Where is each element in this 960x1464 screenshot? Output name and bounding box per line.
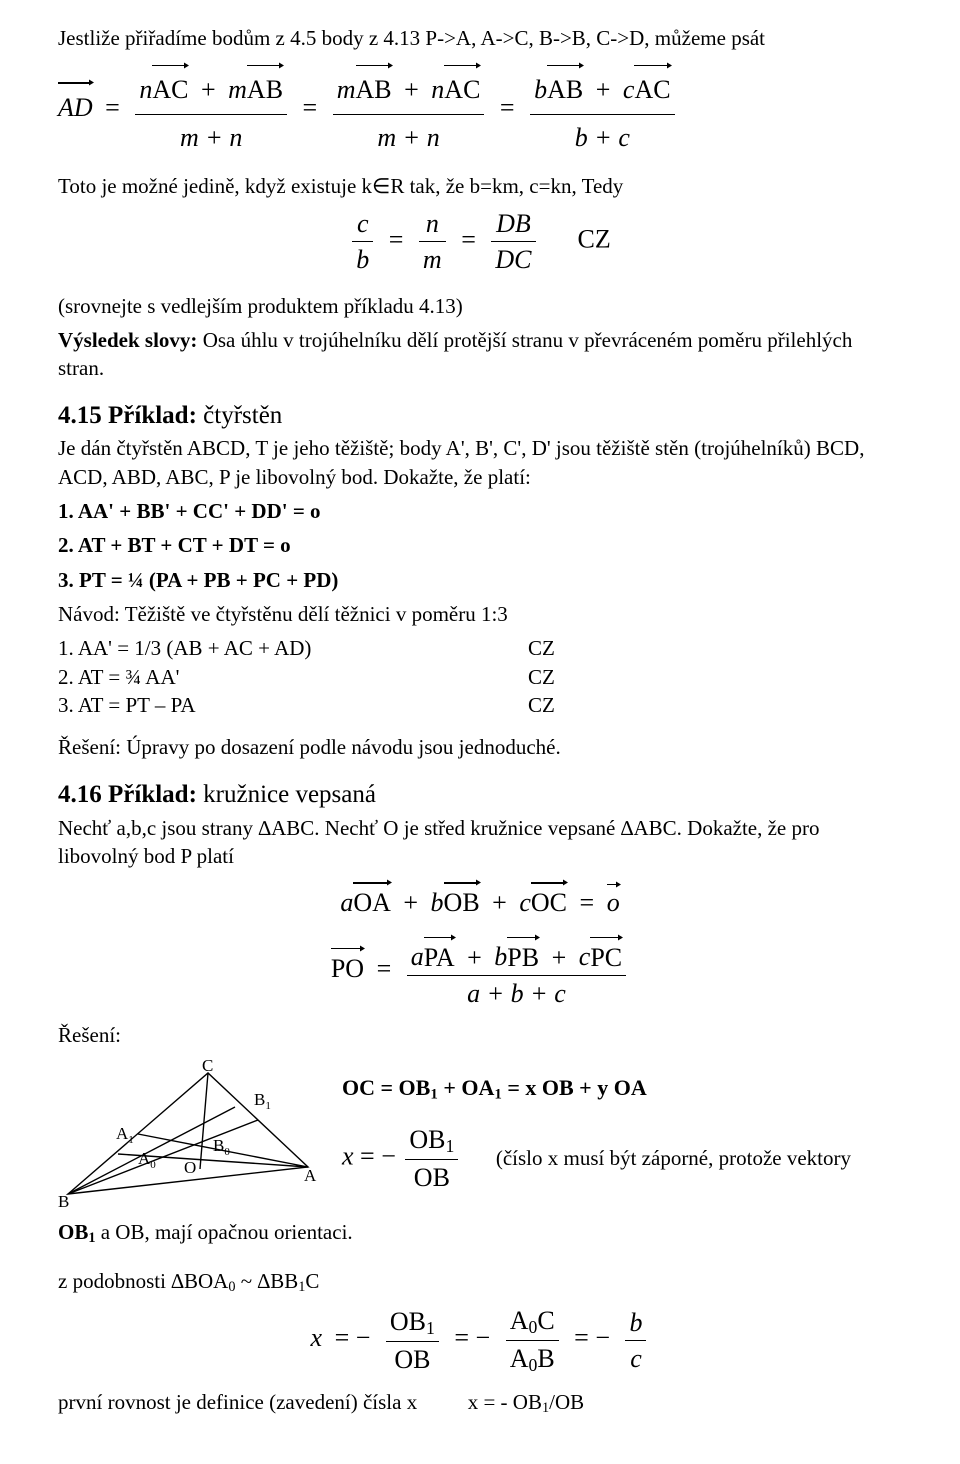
para-vysledek: Výsledek slovy: Osa úhlu v trojúhelníku … — [58, 326, 902, 383]
lbl-A1: A1 — [116, 1124, 134, 1146]
item-415-2: 2. AT + BT + CT + DT = o — [58, 531, 902, 559]
lbl-O: O — [184, 1158, 196, 1177]
lbl-B0: B0 — [213, 1136, 230, 1158]
para-toto: Toto je možné jedině, když existuje k∈R … — [58, 172, 902, 200]
equation-oa-sum: aOA + bOB + cOC = o — [58, 876, 902, 920]
equation-po: PO = aPA + bPB + cPC a + b + c — [58, 930, 902, 1010]
para-intro: Jestliže přiřadíme bodům z 4.5 body z 4.… — [58, 24, 902, 52]
equation-ratio: cb = nm = DBDC CZ — [58, 206, 902, 277]
oc-line: OC = OB1 + OA1 = x OB + y OA — [342, 1073, 902, 1104]
heading-4-16: 4.16 Příklad: kružnice vepsaná — [58, 778, 902, 812]
lbl-A0: A0 — [138, 1149, 156, 1171]
equation-final: x = − OB1 OB = − A0C A0B = − b c — [58, 1303, 902, 1378]
lbl-C: C — [202, 1059, 213, 1075]
hints-table: 1. AA' = 1/3 (AB + AC + AD)CZ 2. AT = ¾ … — [58, 634, 555, 719]
p415-reseni: Řešení: Úpravy po dosazení podle návodu … — [58, 733, 902, 761]
podobnost-line: z podobnosti ∆BOA0 ~ ∆BB1C — [58, 1267, 902, 1297]
para-srov: (srovnejte s vedlejším produktem příklad… — [58, 292, 902, 320]
item-415-3: 3. PT = ¼ (PA + PB + PC + PD) — [58, 566, 902, 594]
lbl-B1: B1 — [254, 1090, 271, 1112]
equation-x: x = − OB1 OB (číslo x musí být záporné, … — [342, 1122, 902, 1195]
last-line: první rovnost je definice (zavedení) čís… — [58, 1388, 902, 1418]
reseni-label: Řešení: — [58, 1021, 902, 1049]
ob1-note-line: OB1 a OB, mají opačnou orientaci. — [58, 1218, 902, 1248]
equation-ad: AD = nAC + mAB m + n = mAB + nAC m + n =… — [58, 58, 902, 162]
triangle-diagram: B A C O A1 A0 B1 B0 — [58, 1059, 318, 1216]
p416-intro: Nechť a,b,c jsou strany ∆ABC. Nechť O je… — [58, 814, 902, 871]
lbl-B: B — [58, 1192, 69, 1209]
lbl-A: A — [304, 1166, 317, 1185]
vec-AD: AD — [58, 76, 93, 132]
p415-intro: Je dán čtyřstěn ABCD, T je jeho těžiště;… — [58, 434, 902, 491]
note-x: (číslo x musí být záporné, protože vekto… — [496, 1146, 851, 1170]
item-415-1: 1. AA' + BB' + CC' + DD' = o — [58, 497, 902, 525]
p415-navod: Návod: Těžiště ve čtyřstěnu dělí těžnici… — [58, 600, 902, 628]
heading-4-15: 4.15 Příklad: čtyřstěn — [58, 399, 902, 433]
